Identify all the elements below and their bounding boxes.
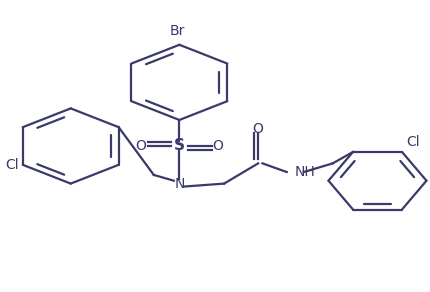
Text: S: S	[174, 138, 185, 154]
Text: N: N	[174, 177, 184, 191]
Text: Cl: Cl	[5, 158, 18, 172]
Text: NH: NH	[295, 165, 315, 179]
Text: Cl: Cl	[406, 135, 420, 149]
Text: O: O	[253, 122, 264, 136]
Text: O: O	[212, 139, 223, 153]
Text: O: O	[135, 139, 147, 153]
Text: Br: Br	[169, 24, 185, 38]
